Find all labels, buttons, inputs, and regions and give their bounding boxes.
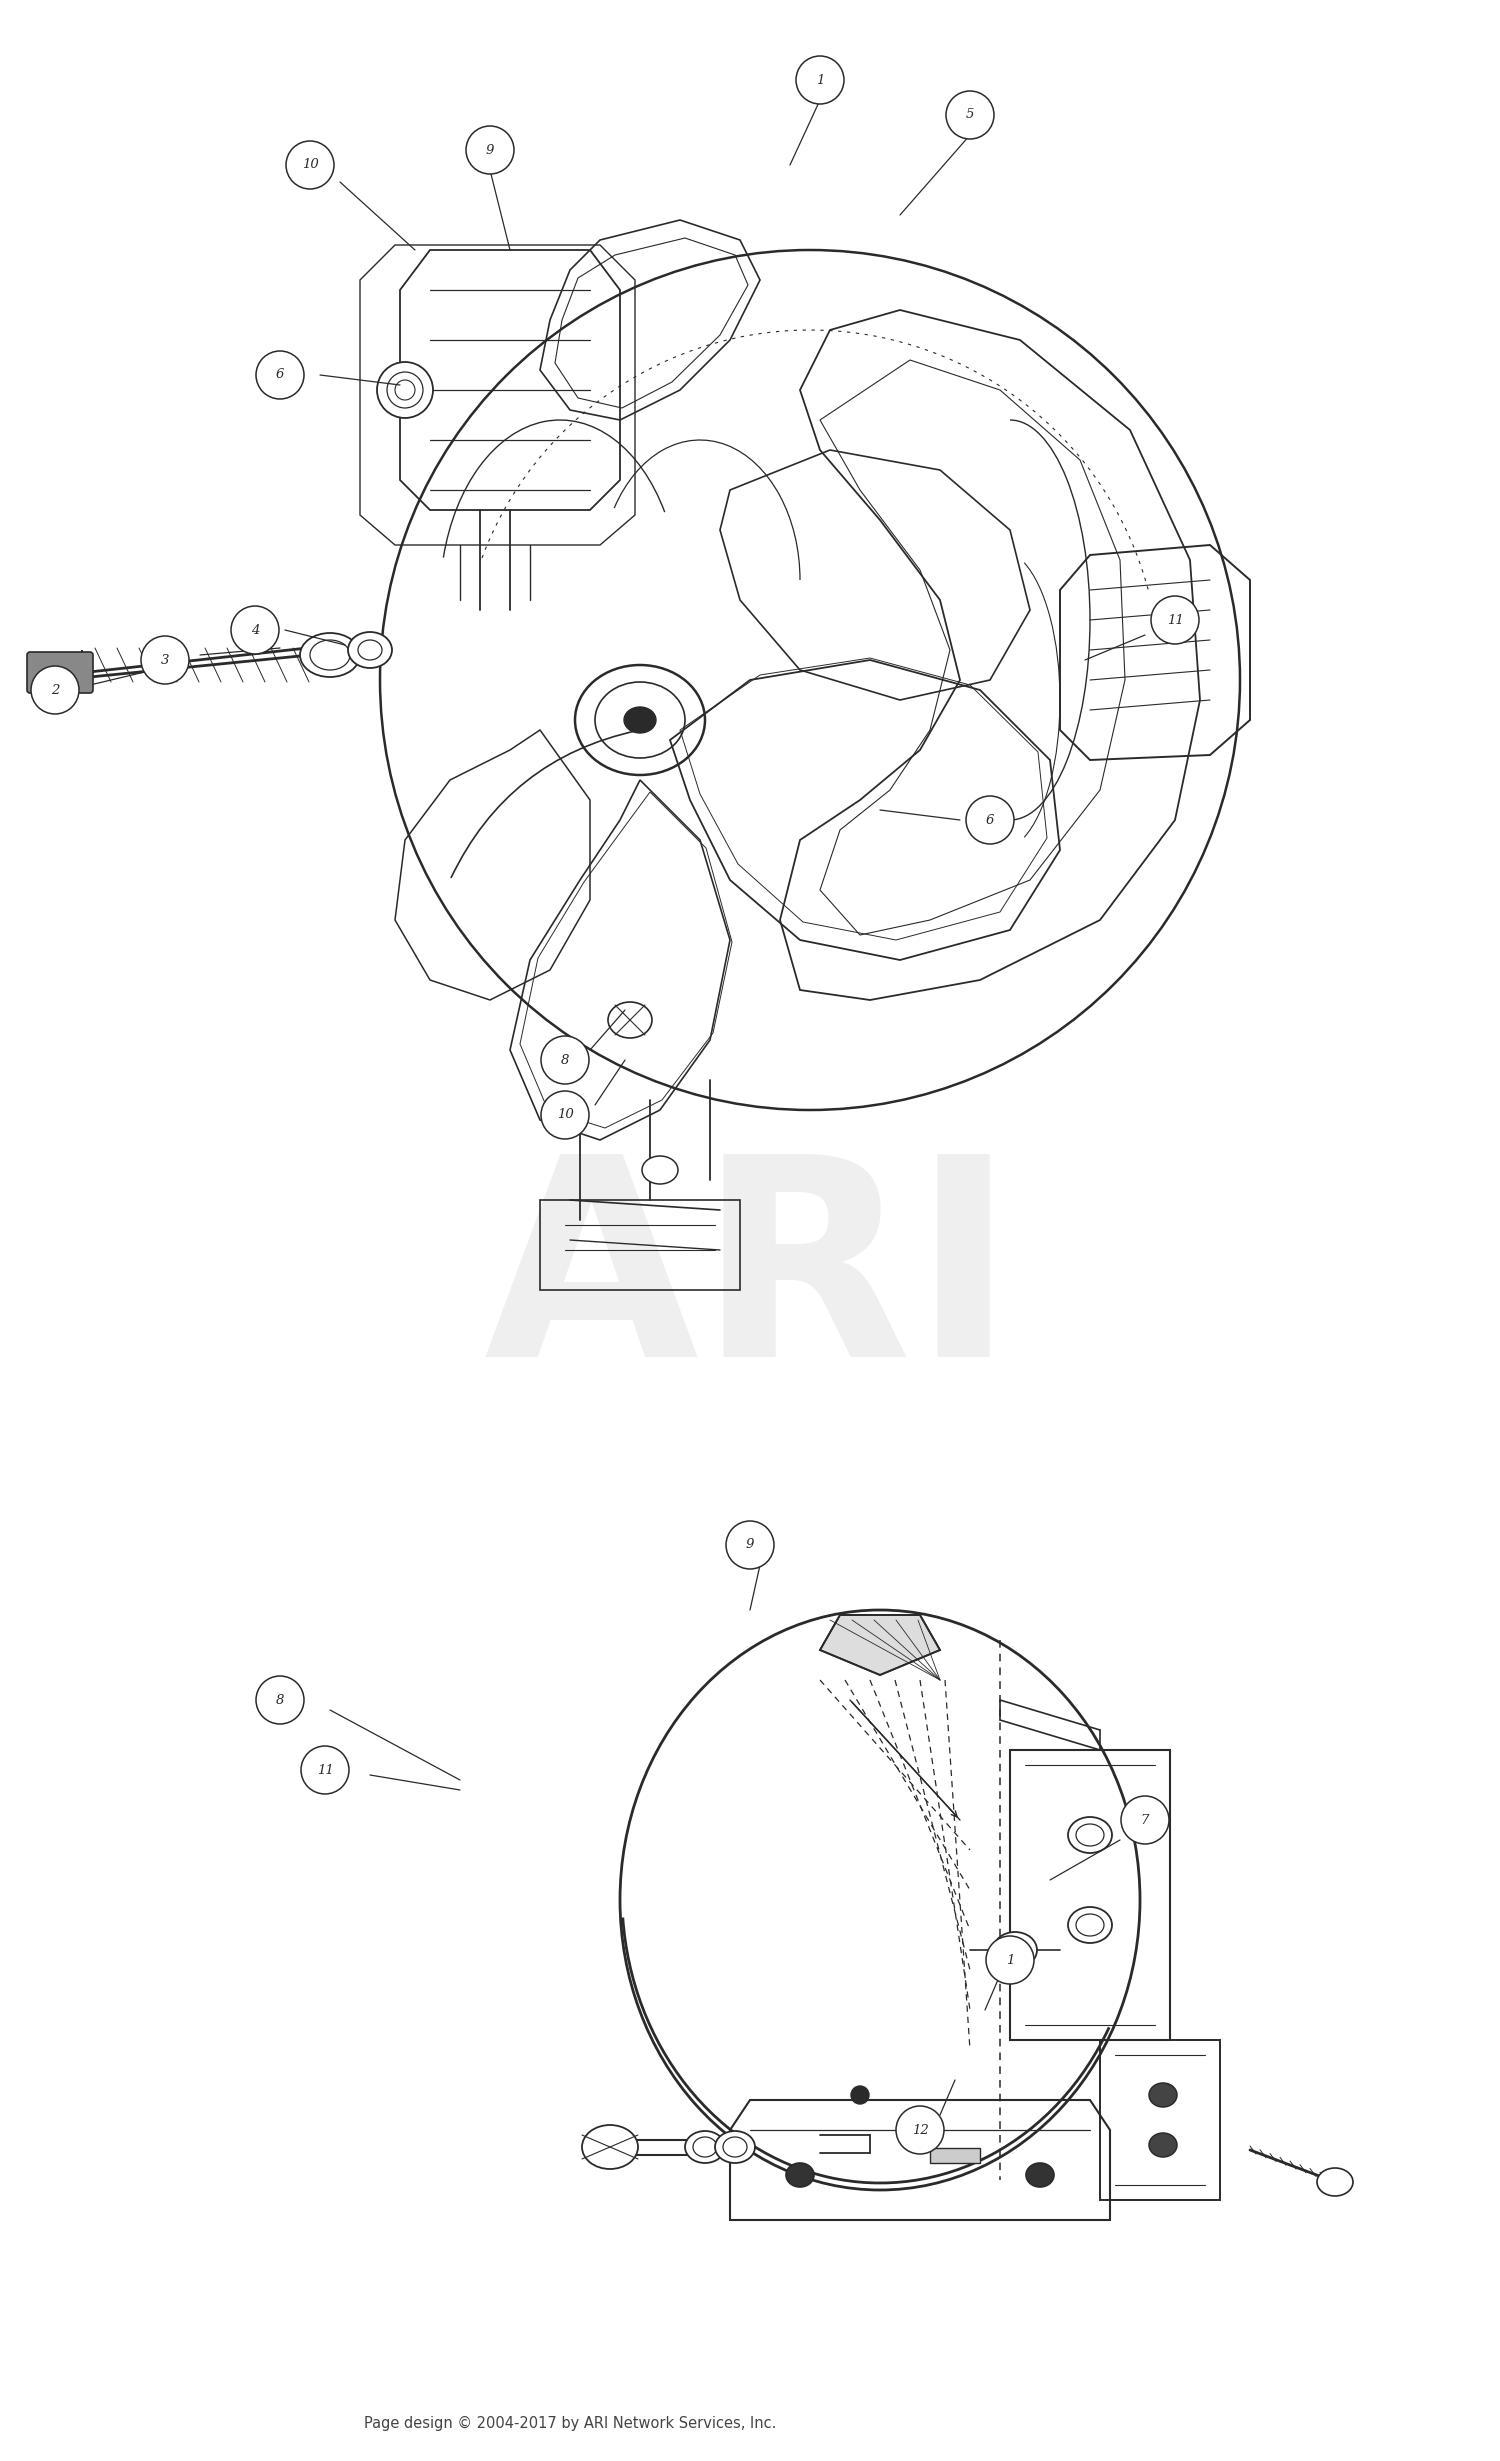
Ellipse shape: [300, 632, 360, 677]
Text: 3: 3: [160, 655, 170, 667]
Text: 1: 1: [816, 74, 824, 86]
Polygon shape: [930, 2148, 980, 2163]
Ellipse shape: [574, 664, 705, 775]
Ellipse shape: [376, 362, 433, 418]
Circle shape: [286, 140, 334, 189]
Circle shape: [1150, 596, 1198, 645]
Text: 8: 8: [561, 1053, 568, 1066]
Polygon shape: [30, 650, 82, 689]
Circle shape: [542, 1036, 590, 1083]
Ellipse shape: [642, 1157, 678, 1184]
Text: 10: 10: [556, 1107, 573, 1122]
Circle shape: [32, 667, 80, 714]
Circle shape: [231, 605, 279, 655]
Text: 9: 9: [746, 1538, 754, 1550]
FancyBboxPatch shape: [27, 652, 93, 694]
Circle shape: [302, 1745, 350, 1794]
Text: 8: 8: [276, 1693, 284, 1705]
Circle shape: [896, 2107, 944, 2153]
Ellipse shape: [1068, 1816, 1112, 1853]
Ellipse shape: [1149, 2134, 1178, 2156]
Ellipse shape: [716, 2131, 754, 2163]
Text: 11: 11: [1167, 613, 1184, 628]
Text: 6: 6: [986, 815, 994, 827]
Ellipse shape: [624, 706, 656, 733]
Ellipse shape: [686, 2131, 724, 2163]
Ellipse shape: [348, 632, 392, 667]
Ellipse shape: [1026, 2163, 1054, 2188]
Circle shape: [726, 1521, 774, 1570]
Text: 6: 6: [276, 369, 284, 381]
Circle shape: [542, 1090, 590, 1139]
Text: 4: 4: [251, 623, 260, 637]
Text: 1: 1: [1007, 1954, 1014, 1966]
Ellipse shape: [608, 1002, 652, 1039]
Circle shape: [946, 91, 994, 138]
Ellipse shape: [993, 1932, 1036, 1969]
Text: ARI: ARI: [484, 1144, 1016, 1415]
Polygon shape: [821, 1614, 940, 1676]
Text: 11: 11: [316, 1765, 333, 1777]
Ellipse shape: [850, 2087, 868, 2104]
Circle shape: [256, 1676, 304, 1725]
Circle shape: [141, 635, 189, 684]
Circle shape: [986, 1937, 1033, 1984]
Circle shape: [256, 352, 304, 399]
Text: 10: 10: [302, 158, 318, 172]
Text: 7: 7: [1142, 1814, 1149, 1826]
Text: 5: 5: [966, 108, 974, 121]
Circle shape: [466, 126, 514, 175]
Text: 12: 12: [912, 2124, 928, 2136]
Ellipse shape: [1317, 2168, 1353, 2195]
Circle shape: [796, 57, 844, 103]
Circle shape: [1120, 1797, 1168, 1843]
Text: 2: 2: [51, 684, 58, 696]
Ellipse shape: [786, 2163, 814, 2188]
Circle shape: [966, 795, 1014, 844]
Text: 9: 9: [486, 143, 494, 158]
Text: Page design © 2004-2017 by ARI Network Services, Inc.: Page design © 2004-2017 by ARI Network S…: [364, 2417, 776, 2431]
Ellipse shape: [1068, 1907, 1112, 1944]
Ellipse shape: [1149, 2082, 1178, 2107]
Ellipse shape: [582, 2124, 638, 2168]
